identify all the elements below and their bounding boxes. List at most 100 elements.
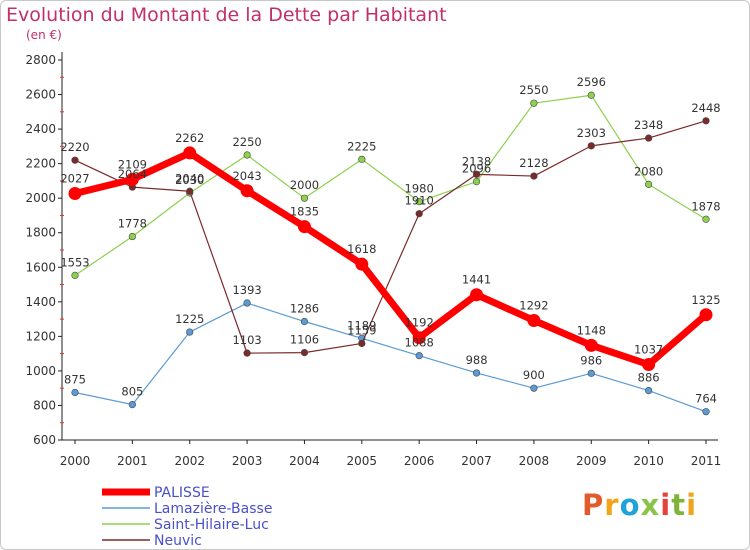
- data-label: 1910: [405, 194, 434, 208]
- data-point: [300, 349, 309, 357]
- data-label: 1286: [290, 302, 319, 316]
- data-point: [587, 369, 595, 377]
- proxiti-logo: Proxiti: [582, 488, 697, 522]
- y-tick-label: 800: [33, 398, 56, 412]
- data-point: [186, 187, 194, 195]
- chart-unit: (en €): [26, 28, 62, 42]
- x-tick-label: 2005: [347, 454, 378, 468]
- data-label: 2225: [347, 139, 376, 153]
- x-tick-label: 2004: [289, 454, 320, 468]
- data-point: [415, 210, 423, 218]
- y-tick-label: 1200: [25, 329, 56, 343]
- data-point: [412, 331, 426, 345]
- y-tick-label: 1400: [25, 295, 56, 309]
- data-label: 2000: [290, 178, 319, 192]
- data-point: [300, 194, 309, 202]
- series-line-Neuvic: [74, 120, 707, 354]
- data-point: [358, 155, 366, 163]
- y-tick-label: 2800: [25, 53, 56, 67]
- data-label: 1192: [405, 316, 434, 330]
- data-point: [243, 349, 251, 357]
- data-point: [645, 134, 653, 142]
- data-point: [587, 142, 595, 150]
- data-label: 986: [580, 353, 602, 367]
- data-label: 2303: [577, 126, 606, 140]
- data-label: 2040: [175, 171, 204, 185]
- data-point: [243, 299, 251, 307]
- series-line-PALISSE: [74, 149, 709, 369]
- data-point: [71, 271, 79, 279]
- logo-letter: P: [582, 488, 605, 522]
- data-label: 886: [638, 371, 660, 385]
- x-tick-label: 2009: [576, 454, 607, 468]
- data-point: [702, 117, 710, 125]
- x-tick-label: 2011: [691, 454, 722, 468]
- logo-letter: t: [671, 488, 687, 522]
- data-label: 2138: [462, 154, 491, 168]
- data-point: [645, 387, 653, 395]
- chart-series: [68, 91, 713, 416]
- data-label: 1441: [462, 273, 491, 287]
- data-point: [68, 187, 82, 201]
- chart-legend: PALISSELamazière-BasseSaint-Hilaire-LucN…: [102, 485, 272, 549]
- data-point: [125, 172, 139, 186]
- data-label: 1159: [347, 323, 376, 337]
- data-label: 2064: [118, 167, 147, 181]
- data-label: 875: [64, 373, 86, 387]
- data-label: 2043: [232, 169, 261, 183]
- y-tick-label: 2200: [25, 157, 56, 171]
- data-label: 2262: [175, 131, 204, 145]
- data-point: [645, 180, 653, 188]
- x-tick-label: 2000: [60, 454, 91, 468]
- logo-letter: o: [619, 488, 641, 522]
- x-tick-label: 2002: [174, 454, 205, 468]
- y-tick-label: 1000: [25, 364, 56, 378]
- y-tick-label: 2000: [25, 191, 56, 205]
- data-label: 2109: [118, 157, 147, 171]
- data-label: 2027: [60, 172, 89, 186]
- data-label: 2550: [519, 83, 548, 97]
- data-label: 2448: [691, 101, 720, 115]
- logo-letter: i: [660, 488, 672, 522]
- data-label: 1037: [634, 343, 663, 357]
- y-tick-label: 2400: [25, 122, 56, 136]
- data-point: [71, 388, 79, 397]
- data-label: 2596: [577, 75, 606, 89]
- data-label: 1106: [290, 333, 319, 347]
- data-label: 2220: [60, 140, 89, 154]
- legend-label: Neuvic: [154, 533, 202, 549]
- data-point: [530, 172, 538, 180]
- data-label: 2080: [634, 164, 663, 178]
- x-tick-label: 2006: [404, 454, 435, 468]
- data-label: 2250: [232, 135, 261, 149]
- series-line-Lamazière-Basse: [74, 302, 707, 413]
- data-label: 1980: [405, 182, 434, 196]
- y-tick-label: 2600: [25, 88, 56, 102]
- data-point: [243, 151, 251, 159]
- y-tick-label: 1600: [25, 260, 56, 274]
- data-point: [297, 220, 311, 234]
- data-label: 764: [695, 392, 717, 406]
- logo-letter: i: [686, 488, 698, 522]
- data-label: 805: [121, 385, 143, 399]
- data-label: 1088: [405, 336, 434, 350]
- data-label: 2128: [519, 156, 548, 170]
- data-point: [300, 317, 309, 326]
- data-point: [183, 146, 197, 160]
- data-label: 988: [466, 353, 488, 367]
- data-label: 1189: [347, 318, 376, 332]
- data-point: [472, 170, 481, 178]
- data-point: [472, 178, 481, 186]
- data-label: 1325: [691, 293, 720, 307]
- data-label: 2096: [462, 162, 491, 176]
- data-point: [128, 400, 136, 409]
- data-labels: 875 805 1225 1393 1286 1189 1088 988 900 986 886 76…: [60, 75, 720, 405]
- data-point: [415, 352, 423, 360]
- data-label: 1878: [691, 199, 720, 213]
- x-tick-label: 2003: [232, 454, 263, 468]
- x-tick-label: 2001: [117, 454, 148, 468]
- y-tick-label: 600: [33, 433, 56, 447]
- data-label: 1835: [290, 205, 319, 219]
